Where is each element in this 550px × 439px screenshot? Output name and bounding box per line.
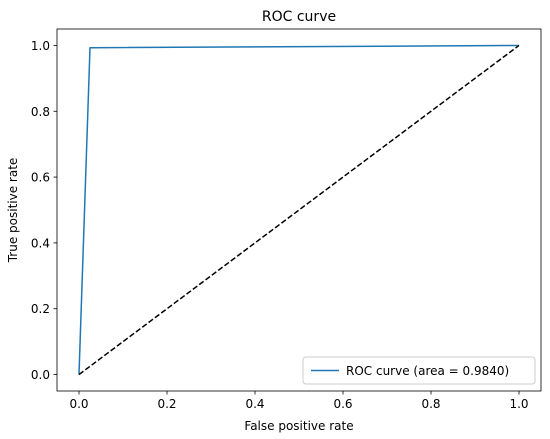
- x-tick-label: 1.0: [509, 397, 528, 411]
- x-axis-label: False positive rate: [244, 419, 353, 433]
- axes-frame: [56, 28, 542, 392]
- y-tick-label: 0.0: [31, 368, 50, 382]
- roc-curve-line: [78, 44, 520, 375]
- y-tick-label: 0.4: [31, 236, 50, 250]
- y-tick-label: 0.2: [31, 302, 50, 316]
- x-tick-label: 0.6: [333, 397, 352, 411]
- x-tick-label: 0.0: [69, 397, 88, 411]
- x-tick-label: 0.4: [245, 397, 264, 411]
- series-lines: [78, 44, 520, 376]
- chart-title: ROC curve: [262, 9, 336, 25]
- y-tick-label: 1.0: [31, 39, 50, 53]
- y-tick-label: 0.8: [31, 105, 50, 119]
- y-axis-label: True positive rate: [6, 158, 20, 264]
- x-tick-label: 0.2: [157, 397, 176, 411]
- legend: ROC curve (area = 0.9840): [302, 356, 536, 385]
- legend-label: ROC curve (area = 0.9840): [346, 364, 509, 378]
- plot-area: 0.0 0.2 0.4 0.6 0.8 1.0 0.0 0.2 0.4 0.6 0.8 1.0: [31, 28, 542, 411]
- legend-box: [302, 356, 536, 385]
- chance-diagonal-line: [78, 44, 520, 376]
- x-tick-label: 0.8: [421, 397, 440, 411]
- y-tick-label: 0.6: [31, 171, 50, 185]
